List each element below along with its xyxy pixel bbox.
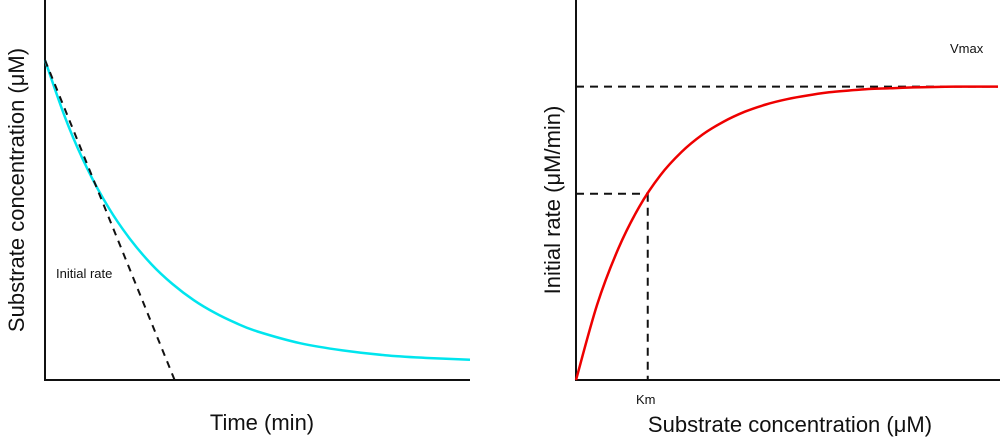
right-x-axis-label: Substrate concentration (μM) <box>648 412 932 437</box>
michaelis-menten-chart: Substrate concentration (μM) Initial rat… <box>540 0 1000 437</box>
left-y-axis-label: Substrate concentration (μM) <box>4 48 29 332</box>
left-x-axis-label: Time (min) <box>210 410 314 435</box>
km-label: Km <box>636 392 656 407</box>
substrate-depletion-chart: Time (min) Substrate concentration (μM) … <box>4 0 471 435</box>
initial-rate-tangent-line <box>44 59 176 381</box>
substrate-curve <box>43 59 471 361</box>
vmax-label: Vmax <box>950 41 984 56</box>
right-y-axis-label: Initial rate (μM/min) <box>540 106 565 295</box>
initial-rate-label: Initial rate <box>56 266 112 281</box>
rate-curve <box>574 85 998 381</box>
